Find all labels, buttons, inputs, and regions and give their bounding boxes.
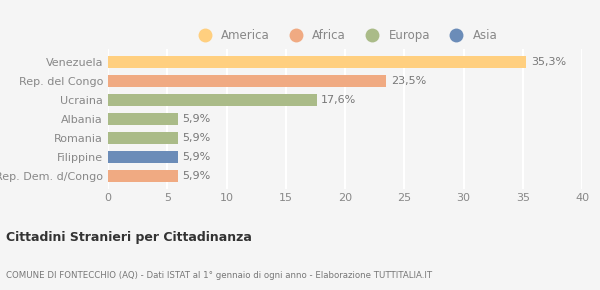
Bar <box>108 113 178 125</box>
Bar <box>108 56 526 68</box>
Text: COMUNE DI FONTECCHIO (AQ) - Dati ISTAT al 1° gennaio di ogni anno - Elaborazione: COMUNE DI FONTECCHIO (AQ) - Dati ISTAT a… <box>6 271 432 280</box>
Text: 23,5%: 23,5% <box>391 76 427 86</box>
Bar <box>108 170 178 182</box>
Bar <box>108 75 386 87</box>
Text: Cittadini Stranieri per Cittadinanza: Cittadini Stranieri per Cittadinanza <box>6 231 252 244</box>
Text: 5,9%: 5,9% <box>182 114 211 124</box>
Text: 35,3%: 35,3% <box>531 57 566 67</box>
Legend: America, Africa, Europa, Asia: America, Africa, Europa, Asia <box>188 25 502 47</box>
Bar <box>108 132 178 144</box>
Text: 5,9%: 5,9% <box>182 171 211 181</box>
Text: 5,9%: 5,9% <box>182 133 211 143</box>
Bar <box>108 94 317 106</box>
Text: 5,9%: 5,9% <box>182 152 211 162</box>
Text: 17,6%: 17,6% <box>322 95 356 105</box>
Bar <box>108 151 178 163</box>
